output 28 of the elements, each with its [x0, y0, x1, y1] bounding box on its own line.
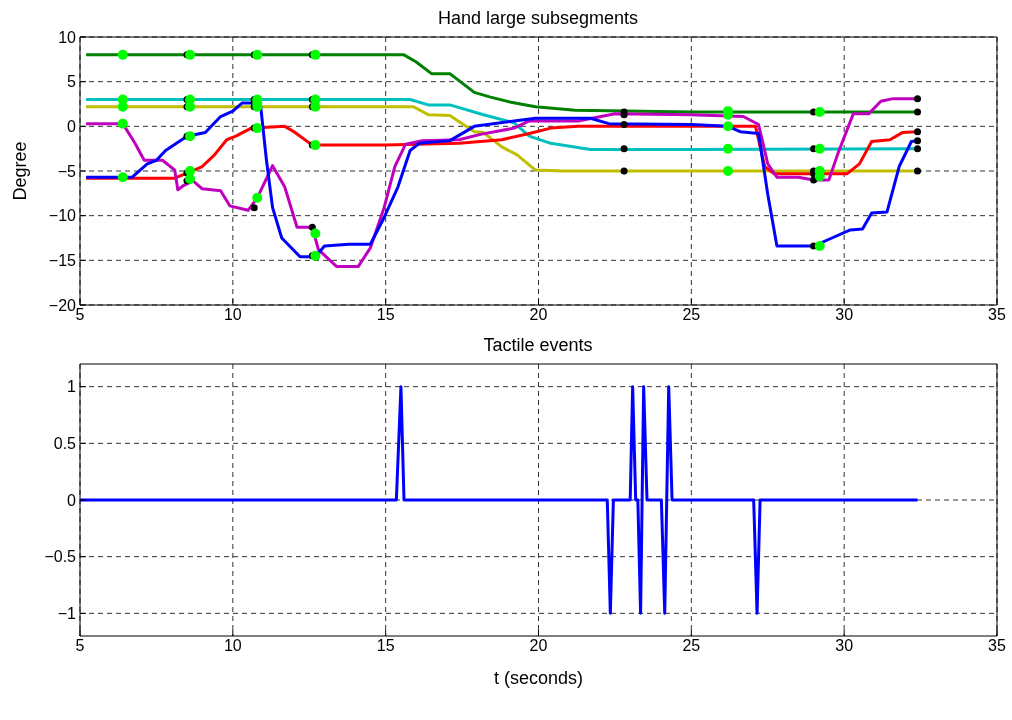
y-tick-label: 5: [67, 73, 77, 91]
x-tick-label: 25: [682, 306, 701, 324]
x-tick-label: 35: [988, 637, 1006, 655]
x-tick-label: 15: [376, 637, 395, 655]
y-tick-label: 10: [58, 28, 77, 46]
y-tick-label: 0: [67, 491, 77, 509]
y-tick-label: −10: [48, 207, 77, 225]
x-axis-title: t (seconds): [493, 668, 584, 688]
x-tick-label: 15: [376, 306, 395, 324]
y-tick-label: 0: [67, 118, 77, 136]
chart-title: Tactile events: [482, 335, 594, 357]
y-axis-title: Degree: [10, 141, 31, 201]
y-tick-label: −1: [57, 605, 77, 623]
y-tick-label: −5: [57, 162, 77, 180]
y-tick-label: 0.5: [53, 435, 77, 453]
x-tick-label: 20: [529, 306, 548, 324]
chart-title: Hand large subsegments: [436, 8, 640, 30]
x-tick-label: 30: [835, 637, 854, 655]
x-tick-label: 20: [529, 637, 548, 655]
x-tick-label: 35: [988, 306, 1006, 324]
y-tick-label: −0.5: [44, 548, 77, 566]
y-tick-label: −20: [48, 296, 77, 314]
y-tick-label: −15: [48, 252, 77, 270]
x-tick-label: 10: [223, 306, 242, 324]
x-tick-label: 25: [682, 637, 701, 655]
x-tick-label: 10: [223, 637, 242, 655]
y-tick-label: 1: [67, 378, 77, 396]
x-tick-label: 30: [835, 306, 854, 324]
